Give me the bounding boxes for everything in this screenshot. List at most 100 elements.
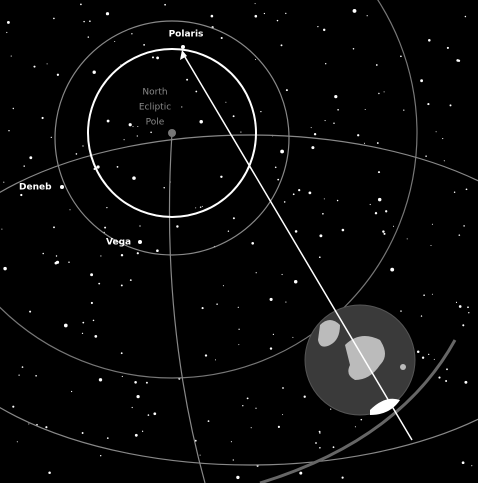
- star: [122, 376, 123, 377]
- star: [273, 334, 274, 335]
- star: [137, 135, 138, 136]
- star: [238, 307, 239, 308]
- star: [88, 36, 89, 37]
- star: [432, 294, 433, 295]
- star: [311, 146, 314, 149]
- star: [355, 426, 356, 427]
- star: [139, 225, 140, 226]
- star: [377, 142, 379, 144]
- star: [98, 283, 100, 285]
- star: [195, 91, 197, 93]
- star: [18, 374, 19, 375]
- star: [202, 206, 203, 207]
- star: [236, 476, 239, 479]
- star: [99, 378, 102, 381]
- star: [256, 272, 257, 273]
- star: [427, 103, 429, 105]
- star: [164, 4, 166, 6]
- star: [7, 21, 10, 24]
- star-label: Deneb: [19, 183, 52, 193]
- star: [121, 284, 123, 286]
- star: [282, 414, 283, 415]
- star: [382, 230, 384, 232]
- star: [238, 344, 239, 345]
- star: [42, 253, 44, 255]
- star: [93, 71, 96, 74]
- star: [82, 322, 84, 324]
- star: [438, 377, 440, 379]
- star: [80, 4, 82, 6]
- star: [462, 324, 464, 326]
- star: [142, 431, 143, 432]
- star: [280, 150, 284, 154]
- star: [181, 106, 182, 107]
- star: [357, 134, 359, 136]
- star: [378, 198, 381, 201]
- star: [353, 9, 357, 13]
- star: [383, 233, 385, 235]
- star: [255, 3, 256, 4]
- star: [121, 352, 123, 354]
- pole-label: Ecliptic: [139, 103, 171, 113]
- star: [361, 419, 363, 421]
- star: [33, 66, 35, 68]
- star: [251, 242, 254, 245]
- star: [304, 396, 306, 398]
- star: [156, 57, 159, 60]
- star: [211, 15, 214, 18]
- star: [22, 366, 24, 368]
- star: [35, 375, 37, 377]
- star: [233, 217, 235, 219]
- star: [47, 63, 48, 64]
- star: [240, 132, 241, 133]
- star: [82, 145, 83, 146]
- star: [106, 207, 107, 208]
- star: [337, 109, 339, 111]
- star: [293, 193, 295, 195]
- star: [48, 471, 51, 474]
- star: [324, 198, 325, 199]
- star: [447, 47, 449, 49]
- pole-label: Pole: [146, 118, 165, 128]
- star: [403, 109, 404, 110]
- star: [311, 127, 312, 128]
- star: [330, 408, 331, 409]
- star: [150, 132, 152, 134]
- star: [423, 294, 425, 296]
- star: [420, 79, 423, 82]
- star: [428, 39, 431, 42]
- star: [134, 381, 137, 384]
- pole-point: [168, 129, 176, 137]
- star: [247, 397, 249, 399]
- star: [11, 56, 12, 57]
- star: [376, 64, 378, 66]
- star: [295, 230, 298, 233]
- star: [459, 234, 461, 236]
- star: [71, 391, 72, 392]
- star: [146, 382, 148, 384]
- star: [23, 165, 24, 166]
- star: [42, 117, 44, 119]
- star: [100, 255, 101, 256]
- star: [464, 381, 467, 384]
- star: [286, 89, 288, 91]
- star-label: Polaris: [169, 30, 204, 40]
- star: [13, 108, 14, 109]
- star: [89, 20, 91, 22]
- star: [202, 307, 204, 309]
- star: [238, 329, 239, 330]
- star: [264, 13, 265, 14]
- star: [82, 333, 83, 334]
- star: [317, 26, 318, 27]
- star: [136, 395, 139, 398]
- star: [8, 130, 9, 131]
- star: [282, 274, 283, 275]
- star: [284, 201, 286, 203]
- star: [298, 189, 300, 191]
- star: [309, 192, 312, 195]
- star: [444, 160, 445, 161]
- star: [319, 447, 321, 449]
- pole-label: North: [142, 88, 167, 98]
- star: [365, 109, 366, 110]
- star: [29, 156, 32, 159]
